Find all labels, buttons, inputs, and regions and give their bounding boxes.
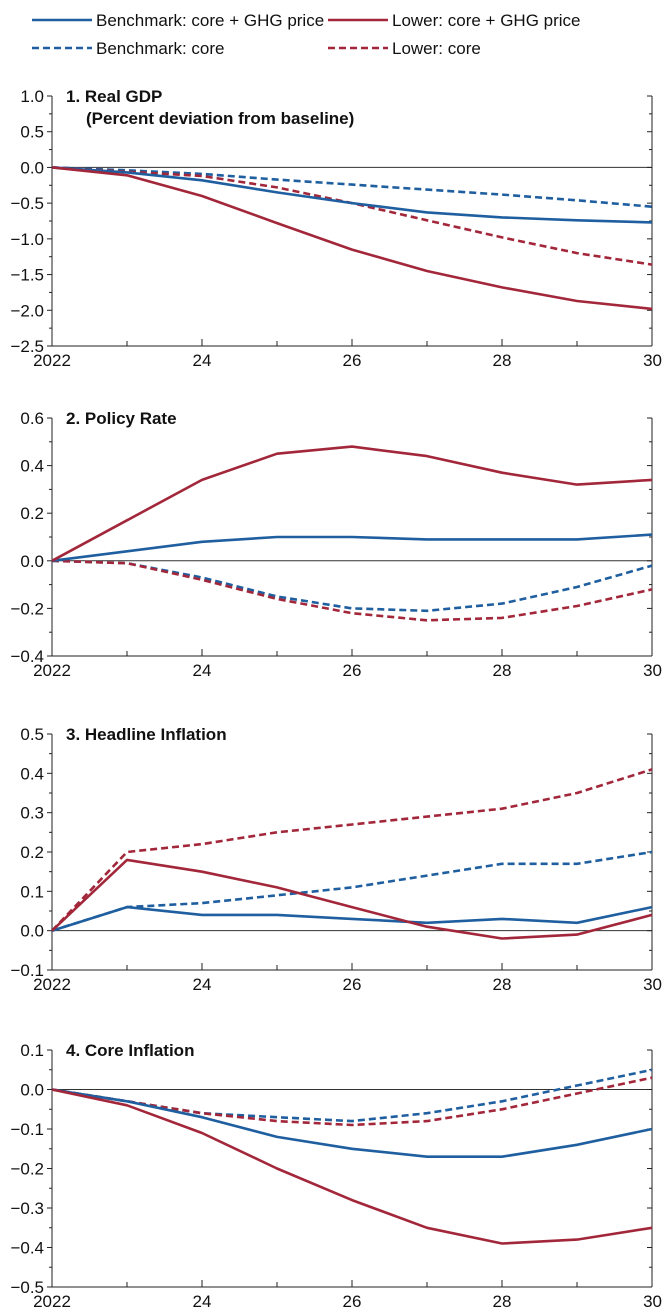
series-line-benchmark-ghg bbox=[51, 166, 653, 224]
series-line-lower-ghg bbox=[51, 858, 653, 940]
panel-subtitle: (Percent deviation from baseline) bbox=[86, 109, 354, 128]
x-tick-label: 2022 bbox=[33, 975, 71, 994]
series-line-benchmark-core bbox=[51, 1068, 653, 1123]
y-tick-label: 0.1 bbox=[20, 1041, 44, 1060]
legend-label-benchmark-core: Benchmark: core bbox=[96, 39, 225, 58]
y-tick-label: 0.6 bbox=[20, 409, 44, 428]
chart-panel-3: −0.1 0.0 0.1 0.2 0.3 0.4 0.5 2022 24 26 28 30 3. Hea… bbox=[10, 725, 662, 994]
y-tick-label: −0.3 bbox=[10, 1199, 44, 1218]
x-tick-label: 26 bbox=[343, 975, 362, 994]
panel-title: 3. Headline Inflation bbox=[66, 725, 227, 744]
y-tick-label: −2.5 bbox=[10, 337, 44, 356]
y-tick-label: −0.1 bbox=[10, 961, 44, 980]
y-tick-label: −0.1 bbox=[10, 1120, 44, 1139]
series-line-benchmark-core bbox=[51, 166, 653, 208]
y-tick-label: 0.0 bbox=[20, 158, 44, 177]
y-tick-label: 0.0 bbox=[20, 1081, 44, 1100]
y-tick-label: −1.0 bbox=[10, 230, 44, 249]
y-tick-label: 0.2 bbox=[20, 504, 44, 523]
legend-item-benchmark-core: Benchmark: core bbox=[32, 39, 225, 58]
legend-item-lower-core: Lower: core bbox=[328, 39, 481, 58]
x-tick-label: 2022 bbox=[33, 661, 71, 680]
y-tick-label: 0.5 bbox=[20, 123, 44, 142]
y-tick-label: 0.5 bbox=[20, 725, 44, 744]
series-line-benchmark-ghg bbox=[51, 905, 653, 932]
y-tick-label: 0.4 bbox=[20, 457, 44, 476]
y-tick-label: −0.2 bbox=[10, 1160, 44, 1179]
panel-title: 4. Core Inflation bbox=[66, 1041, 194, 1060]
series-line-benchmark-core bbox=[51, 559, 653, 613]
x-tick-label: 24 bbox=[193, 975, 212, 994]
x-tick-label: 24 bbox=[193, 351, 212, 370]
legend-item-benchmark-ghg: Benchmark: core + GHG price bbox=[32, 11, 324, 30]
series-line-benchmark-core bbox=[51, 850, 653, 932]
x-tick-label: 28 bbox=[493, 1292, 512, 1311]
y-tick-label: −2.0 bbox=[10, 301, 44, 320]
series-line-lower-core bbox=[51, 768, 653, 932]
x-tick-label: 28 bbox=[493, 351, 512, 370]
series-line-lower-core bbox=[51, 559, 653, 622]
y-tick-label: 0.3 bbox=[20, 804, 44, 823]
series-line-lower-ghg bbox=[51, 166, 653, 311]
legend-label-benchmark-ghg: Benchmark: core + GHG price bbox=[96, 11, 324, 30]
x-tick-label: 2022 bbox=[33, 351, 71, 370]
x-tick-label: 26 bbox=[343, 661, 362, 680]
y-tick-label: 0.0 bbox=[20, 552, 44, 571]
chart-panel-2: −0.4 −0.2 0.0 0.2 0.4 0.6 2022 24 26 28 30 2. Polic… bbox=[10, 409, 662, 680]
chart-panel-1: −2.5 −2.0 −1.5 −1.0 −0.5 0.0 0.5 1.0 2022 24 26 28 3… bbox=[10, 87, 662, 370]
series-line-lower-core bbox=[51, 1076, 653, 1127]
legend-item-lower-ghg: Lower: core + GHG price bbox=[328, 11, 581, 30]
y-tick-label: −0.5 bbox=[10, 1278, 44, 1297]
y-tick-label: 1.0 bbox=[20, 87, 44, 106]
y-tick-label: −0.4 bbox=[10, 647, 44, 666]
y-tick-label: −0.2 bbox=[10, 599, 44, 618]
y-tick-label: 0.1 bbox=[20, 882, 44, 901]
y-tick-label: 0.4 bbox=[20, 764, 44, 783]
x-tick-label: 24 bbox=[193, 1292, 212, 1311]
x-tick-label: 28 bbox=[493, 661, 512, 680]
legend-label-lower-ghg: Lower: core + GHG price bbox=[392, 11, 581, 30]
x-tick-label: 30 bbox=[643, 975, 662, 994]
series-line-benchmark-ghg bbox=[51, 533, 653, 563]
x-tick-label: 2022 bbox=[33, 1292, 71, 1311]
x-tick-label: 28 bbox=[493, 975, 512, 994]
x-tick-label: 30 bbox=[643, 351, 662, 370]
x-tick-label: 30 bbox=[643, 1292, 662, 1311]
legend-label-lower-core: Lower: core bbox=[392, 39, 481, 58]
x-tick-label: 26 bbox=[343, 351, 362, 370]
series-line-lower-ghg bbox=[51, 445, 653, 562]
legend: Benchmark: core + GHG price Benchmark: c… bbox=[32, 11, 581, 58]
y-tick-label: −0.4 bbox=[10, 1239, 44, 1258]
y-tick-label: 0.2 bbox=[20, 843, 44, 862]
panel-title: 2. Policy Rate bbox=[66, 409, 177, 428]
series-line-benchmark-ghg bbox=[51, 1088, 653, 1158]
y-tick-label: −1.5 bbox=[10, 266, 44, 285]
y-tick-label: 0.0 bbox=[20, 922, 44, 941]
chart-panel-4: −0.5 −0.4 −0.3 −0.2 −0.1 0.0 0.1 2022 24 26 28 30 4.… bbox=[10, 1041, 662, 1311]
series-line-lower-ghg bbox=[51, 1088, 653, 1245]
panel-title: 1. Real GDP bbox=[66, 87, 162, 106]
x-tick-label: 30 bbox=[643, 661, 662, 680]
x-tick-label: 26 bbox=[343, 1292, 362, 1311]
y-tick-label: −0.5 bbox=[10, 194, 44, 213]
x-tick-label: 24 bbox=[193, 661, 212, 680]
